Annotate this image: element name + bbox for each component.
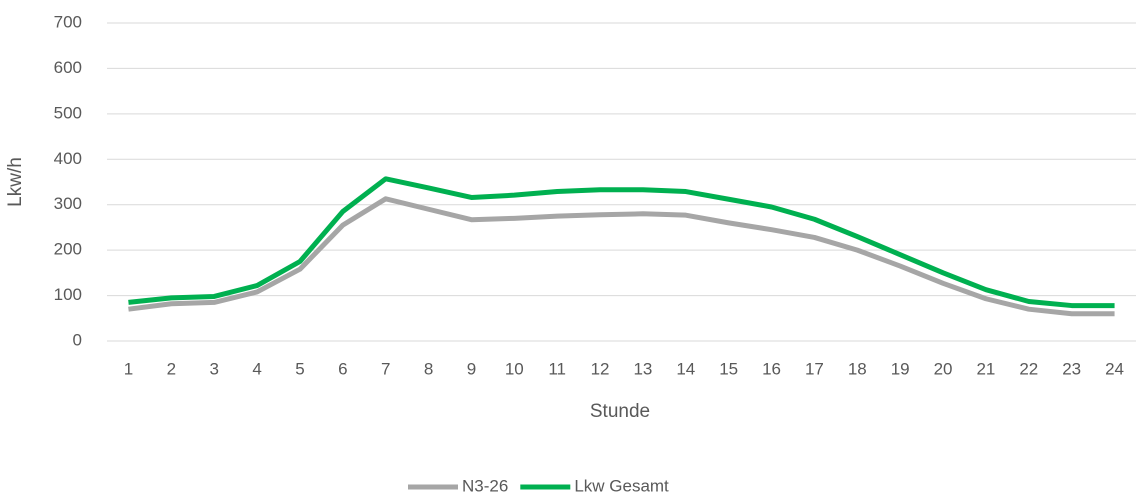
x-tick-label: 1 [124, 359, 133, 378]
x-tick-label: 21 [976, 359, 995, 378]
x-tick-label: 9 [467, 359, 476, 378]
y-axis-label: Lkw/h [5, 157, 26, 207]
x-tick-label: 23 [1062, 359, 1081, 378]
x-tick-label: 18 [848, 359, 867, 378]
x-tick-label: 15 [719, 359, 738, 378]
y-tick-label: 0 [73, 330, 82, 349]
line-series [128, 196, 1115, 317]
x-tick-label: 2 [167, 359, 176, 378]
legend-label: Lkw Gesamt [574, 476, 669, 495]
x-tick-label: 12 [591, 359, 610, 378]
y-tick-label: 600 [54, 58, 82, 77]
legend-label: N3-26 [462, 476, 508, 495]
x-tick-label: 7 [381, 359, 390, 378]
y-tick-label: 200 [54, 240, 82, 259]
x-tick-label: 24 [1105, 359, 1124, 378]
y-tick-label: 400 [54, 149, 82, 168]
y-tick-label: 300 [54, 194, 82, 213]
line-series [128, 176, 1115, 309]
y-tick-label: 700 [54, 12, 82, 31]
x-tick-label: 20 [934, 359, 953, 378]
x-tick-label: 8 [424, 359, 433, 378]
x-tick-label: 22 [1019, 359, 1038, 378]
y-tick-label: 100 [54, 285, 82, 304]
x-tick-label: 14 [676, 359, 695, 378]
x-tick-label: 10 [505, 359, 524, 378]
x-tick-label: 17 [805, 359, 824, 378]
x-tick-label: 6 [338, 359, 347, 378]
x-tick-label: 5 [295, 359, 304, 378]
x-tick-label: 4 [252, 359, 261, 378]
x-tick-label: 13 [633, 359, 652, 378]
y-tick-label: 500 [54, 103, 82, 122]
x-axis-label: Stunde [590, 401, 650, 422]
x-tick-label: 16 [762, 359, 781, 378]
x-tick-label: 19 [891, 359, 910, 378]
x-tick-label: 11 [548, 359, 566, 378]
x-tick-label: 3 [209, 359, 218, 378]
